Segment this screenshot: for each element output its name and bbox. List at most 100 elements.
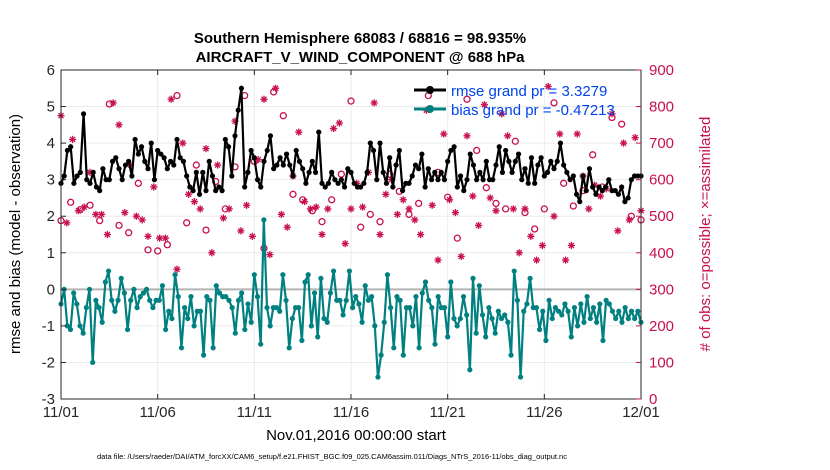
y-right-tick-label: 0 [649,391,657,408]
obs-assimilated-point [544,82,552,91]
bias-point [590,305,597,311]
obs-possible-point [560,179,568,187]
obs-possible-point [144,246,152,254]
rmse-point [593,191,599,197]
obs-assimilated-point [428,201,436,209]
bias-point [204,294,210,300]
rmse-point [445,158,451,164]
rmse-point [399,188,406,194]
rmse-point [425,166,431,172]
rmse-point [541,173,547,179]
rmse-point [132,136,138,143]
bias-point [185,315,191,322]
obs-assimilated-stroke [440,130,447,137]
obs-assimilated-point [359,203,367,211]
obs-assimilated-point [562,256,570,264]
x-tick-label: 11/16 [333,404,369,421]
obs-assimilated-stroke [609,110,615,117]
bias-point [432,341,438,347]
y-left-tick-label: 0 [47,281,55,298]
rmse-point [171,162,177,168]
bias-point [369,294,375,300]
rmse-point [496,144,502,150]
rmse-point [338,177,344,183]
bias-point [115,297,121,303]
rmse-point [109,158,116,164]
rmse-point [409,173,415,179]
bias-point [172,272,178,278]
bias-point [460,294,467,300]
rmse-point [235,107,241,113]
rmse-point [419,151,425,157]
obs-assimilated-stroke [272,85,279,92]
obs-possible-point [627,212,635,220]
rmse-point [522,166,528,172]
bias-point [343,297,349,303]
rmse-point [586,166,593,172]
obs-assimilated-point [347,205,355,213]
obs-assimilated-stroke [435,257,441,264]
rmse-point [184,173,190,179]
x-tick-label: 11/21 [429,404,465,421]
y-right-tick-label: 500 [649,208,674,225]
obs-assimilated-stroke [63,219,70,226]
obs-assimilated-stroke [597,193,604,200]
tick-marks: 11/01 11/06 11/11 11/16 11/21 11/26 12/01 -3 -2 -… [42,62,674,421]
bias-point [581,319,587,325]
obs-possible-point [502,205,510,213]
rmse-point [573,191,580,197]
x-tick-label: 11/11 [237,404,272,421]
y-right-tick-label: 600 [649,172,674,189]
obs-assimilated-point [614,227,622,235]
rmse-point [428,177,435,183]
obs-assimilated-stroke [377,231,383,238]
obs-assimilated-stroke [417,231,424,238]
rmse-point [113,155,119,161]
bias-point [131,286,137,292]
bias-point [533,305,540,311]
rmse-point [219,188,225,194]
obs-assimilated-stroke [620,140,627,147]
bias-point [400,352,406,358]
obs-assimilated-point [521,205,529,213]
chart-subtitle: AIRCRAFT_V_WIND_COMPONENT @ 688 hPa [196,49,526,66]
obs-assimilated-stroke [185,191,192,198]
obs-assimilated-stroke [237,227,244,234]
bias-point [159,283,166,289]
bias-point [340,312,346,318]
obs-assimilated-stroke [104,231,111,238]
bias-point [435,294,441,300]
bias-point [527,275,533,281]
bias-point [568,334,574,340]
rmse-point [61,173,67,179]
bias-point [483,334,489,340]
rmse-point [383,180,390,186]
rmse-point [74,173,80,179]
bias-point [349,305,356,311]
bias-point [635,308,641,314]
rmse-point [322,184,328,190]
obs-assimilated-point [376,230,384,239]
rmse-point [167,158,174,164]
obs-assimilated-stroke [191,198,198,205]
bias-point [258,341,264,347]
bias-point [124,326,131,333]
y-axis-label-left: rmse and bias (model - observation) [7,114,24,354]
bias-point [473,330,479,336]
bias-point [559,312,565,318]
bias-point [384,272,391,278]
rmse-point [216,184,222,190]
rmse-point [448,147,454,154]
bias-point [416,345,422,351]
obs-possible-point [154,247,162,255]
obs-possible-point [376,218,384,226]
x-tick-label: 11/01 [43,404,79,421]
obs-possible-point [463,95,471,103]
rmse-point [293,147,299,154]
obs-assimilated-point [463,132,471,140]
bias-point [213,283,219,289]
bias-point [397,297,403,303]
rmse-point [577,199,583,205]
rmse-point [515,151,522,157]
obs-assimilated-point [620,139,628,147]
